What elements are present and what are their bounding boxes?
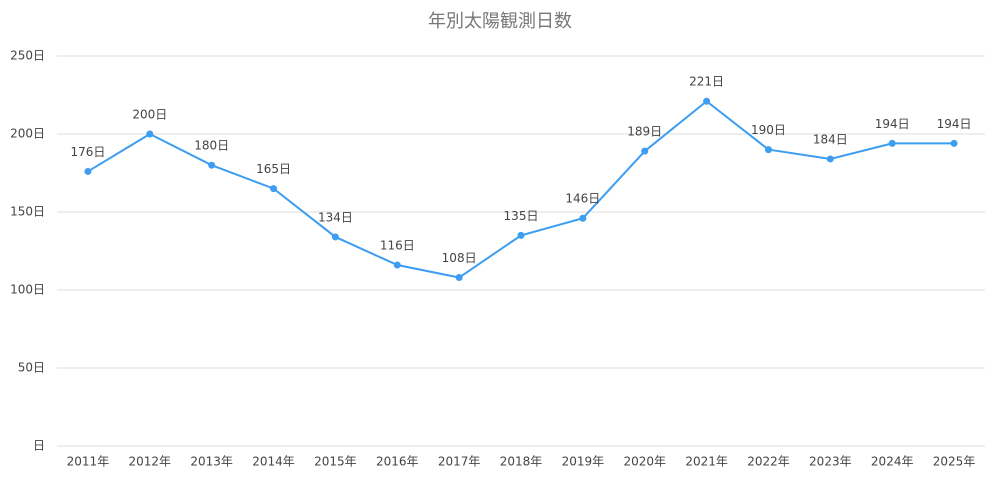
data-point: [84, 167, 92, 175]
data-point: [393, 261, 401, 269]
data-point: [208, 161, 216, 169]
x-tick-label: 2014年: [252, 455, 295, 469]
data-label: 194日: [937, 117, 972, 131]
x-tick-label: 2015年: [314, 455, 357, 469]
data-point: [950, 139, 958, 147]
x-tick-label: 2023年: [809, 455, 852, 469]
x-tick-label: 2017年: [438, 455, 481, 469]
x-tick-label: 2025年: [933, 455, 976, 469]
x-tick-label: 2020年: [623, 455, 666, 469]
x-tick-label: 2021年: [685, 455, 728, 469]
y-tick-label: 150日: [10, 205, 45, 219]
y-tick-label: 50日: [18, 361, 45, 375]
x-tick-label: 2019年: [562, 455, 605, 469]
data-label: 189日: [627, 125, 662, 139]
x-tick-label: 2022年: [747, 455, 790, 469]
y-tick-label: 250日: [10, 49, 45, 63]
data-point: [270, 185, 278, 193]
chart-title: 年別太陽観測日数: [428, 11, 572, 32]
x-tick-label: 2016年: [376, 455, 419, 469]
series-line: [87, 99, 955, 279]
data-point: [764, 146, 772, 154]
data-label: 180日: [194, 139, 229, 153]
data-point: [455, 274, 463, 282]
x-tick-label: 2012年: [129, 455, 172, 469]
data-label: 165日: [256, 162, 291, 176]
data-label: 146日: [565, 192, 600, 206]
y-tick-label: 200日: [10, 127, 45, 141]
x-tick-label: 2018年: [500, 455, 543, 469]
data-point: [146, 130, 154, 138]
x-tick-label: 2013年: [190, 455, 233, 469]
data-label: 134日: [318, 210, 353, 224]
x-tick-label: 2011年: [67, 455, 110, 469]
y-tick-label: 100日: [10, 283, 45, 297]
data-point: [517, 231, 525, 239]
data-label: 221日: [689, 75, 724, 89]
data-label: 190日: [751, 123, 786, 137]
y-tick-label: 日: [33, 439, 45, 453]
data-point: [331, 233, 339, 241]
data-label: 176日: [70, 145, 105, 159]
data-label: 108日: [442, 251, 477, 265]
data-point: [641, 147, 649, 155]
data-point: [888, 139, 896, 147]
data-point: [703, 97, 711, 105]
x-tick-label: 2024年: [871, 455, 914, 469]
data-label: 184日: [813, 132, 848, 146]
data-label: 116日: [380, 239, 415, 253]
data-label: 194日: [875, 117, 910, 131]
data-label: 135日: [504, 209, 539, 223]
data-point: [579, 214, 587, 222]
data-label: 200日: [132, 108, 167, 122]
data-point: [826, 155, 834, 163]
